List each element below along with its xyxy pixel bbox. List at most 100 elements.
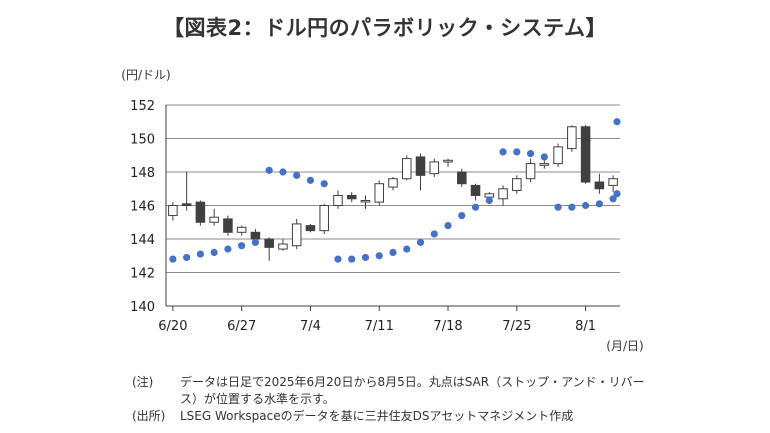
sar-dot xyxy=(471,203,480,211)
candle-body xyxy=(470,184,481,196)
candle-body xyxy=(429,161,440,175)
candle-body xyxy=(209,216,219,223)
x-tick-label: 7/18 xyxy=(433,319,462,334)
sar-dot xyxy=(334,255,342,263)
sar-dot xyxy=(554,203,562,211)
sar-dot xyxy=(196,250,204,258)
candle-body xyxy=(580,126,591,183)
candle xyxy=(567,125,577,152)
y-tick-label: 142 xyxy=(130,267,155,282)
candle-body xyxy=(539,163,550,166)
x-tick-label: 7/25 xyxy=(502,319,531,334)
candle-body xyxy=(594,181,605,190)
sar-dot xyxy=(458,211,466,220)
note-tag: (注) xyxy=(132,375,154,389)
y-tick-label: 146 xyxy=(130,200,155,215)
sar-dot xyxy=(485,196,493,205)
sar-dot xyxy=(306,176,315,184)
x-tick-label: 7/4 xyxy=(300,319,321,334)
sar-dot xyxy=(568,203,576,211)
candle xyxy=(168,202,178,221)
y-tick-label: 150 xyxy=(130,133,155,148)
x-tick-label: 6/27 xyxy=(227,319,256,334)
candle xyxy=(553,143,563,167)
candle xyxy=(388,177,398,191)
sar-dot xyxy=(224,245,232,253)
candle-body xyxy=(498,188,508,200)
sar-dot xyxy=(430,230,438,238)
sar-dot xyxy=(499,148,507,156)
candle xyxy=(580,125,591,184)
candle-body xyxy=(608,178,618,186)
candle-body xyxy=(181,203,192,206)
sar-dot xyxy=(444,222,452,230)
notes: (注) データは日足で2025年6月20日から8月5日。丸点はSAR（ストップ・… xyxy=(132,374,650,425)
candle-body xyxy=(319,205,329,232)
x-tick-label: 7/11 xyxy=(365,319,394,334)
sar-dot xyxy=(582,201,590,210)
candle-body xyxy=(360,199,371,203)
sar-dot xyxy=(183,253,191,262)
sar-dot xyxy=(169,255,177,263)
candle xyxy=(360,195,371,209)
sar-dot xyxy=(361,253,370,262)
candle xyxy=(319,203,329,234)
y-tick-label: 140 xyxy=(130,300,155,315)
candle xyxy=(278,239,288,251)
candle-body xyxy=(278,243,288,250)
y-axis-label: (円/ドル) xyxy=(121,68,170,82)
candle-body xyxy=(401,158,412,180)
source-tag: (出所) xyxy=(132,409,166,423)
note-row: (注) データは日足で2025年6月20日から8月5日。丸点はSAR（ストップ・… xyxy=(132,374,650,408)
candle-body xyxy=(305,225,316,232)
sar-dots xyxy=(169,118,621,263)
candle-body xyxy=(525,163,536,180)
candle xyxy=(236,225,247,236)
candle xyxy=(608,175,618,193)
sar-dot xyxy=(293,171,301,179)
sar-dot xyxy=(348,255,356,263)
candle-body xyxy=(195,201,206,223)
source-row: (出所) LSEG Workspaceのデータを基に三井住友DSアセットマネジメ… xyxy=(132,408,650,425)
sar-dot xyxy=(320,180,328,188)
candle xyxy=(291,218,302,250)
candle xyxy=(512,175,522,194)
sar-dot xyxy=(251,238,260,246)
candle-body xyxy=(443,159,453,163)
candle-body xyxy=(553,146,563,165)
sar-dot xyxy=(613,190,621,198)
candle-body xyxy=(415,156,426,176)
candle-body xyxy=(223,218,233,233)
x-tick-label: 6/20 xyxy=(158,319,187,334)
candle-body xyxy=(512,178,522,191)
candles xyxy=(168,125,618,261)
candle-body xyxy=(236,226,247,233)
sar-dot xyxy=(238,242,246,250)
sar-dot xyxy=(210,248,218,256)
candle xyxy=(305,223,316,233)
candle-body xyxy=(567,126,577,150)
candle xyxy=(209,208,219,226)
sar-dot xyxy=(609,195,617,203)
candle xyxy=(594,173,605,194)
x-tick-label: 8/1 xyxy=(575,319,596,334)
y-tick-label: 148 xyxy=(130,166,155,181)
candle-body xyxy=(291,223,302,247)
candle-body xyxy=(333,194,343,206)
candle-body xyxy=(388,178,398,188)
sar-dot xyxy=(416,238,425,246)
candle xyxy=(195,200,206,226)
sar-dot xyxy=(403,245,411,253)
candle xyxy=(333,190,343,209)
chart-title: 【図表2：ドル円のパラボリック・システム】 xyxy=(162,16,608,40)
candle-body xyxy=(346,194,357,200)
grid-lines xyxy=(166,104,620,273)
sar-dot xyxy=(389,248,397,256)
candle xyxy=(498,185,508,206)
note-text: データは日足で2025年6月20日から8月5日。丸点はSAR（ストップ・アンド・… xyxy=(180,375,645,406)
candle-body xyxy=(374,183,385,203)
candle-body xyxy=(250,231,261,240)
candle xyxy=(374,180,385,206)
sar-dot xyxy=(595,200,603,208)
